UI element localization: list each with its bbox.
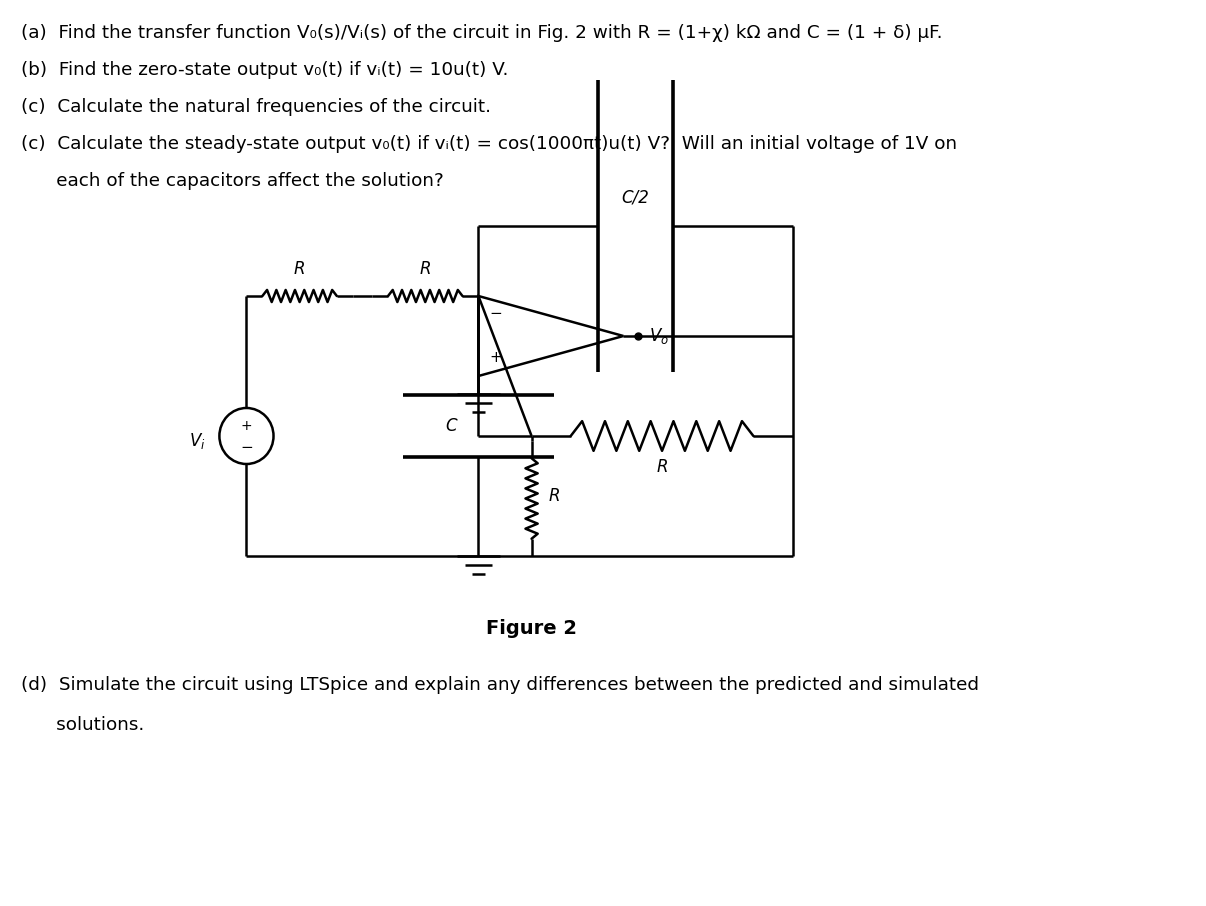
Text: each of the capacitors affect the solution?: each of the capacitors affect the soluti… <box>22 172 444 190</box>
Text: solutions.: solutions. <box>22 716 145 734</box>
Text: $V_i$: $V_i$ <box>189 431 206 451</box>
Text: C/2: C/2 <box>621 188 649 206</box>
Text: −: − <box>240 439 253 455</box>
Text: (d)  Simulate the circuit using LTSpice and explain any differences between the : (d) Simulate the circuit using LTSpice a… <box>22 676 979 694</box>
Text: +: + <box>490 351 502 365</box>
Text: (a)  Find the transfer function V₀(s)/Vᵢ(s) of the circuit in Fig. 2 with R = (1: (a) Find the transfer function V₀(s)/Vᵢ(… <box>22 24 943 42</box>
Text: R: R <box>420 260 431 278</box>
Text: Figure 2: Figure 2 <box>486 619 578 638</box>
Text: (b)  Find the zero-state output v₀(t) if vᵢ(t) = 10u(t) V.: (b) Find the zero-state output v₀(t) if … <box>22 61 509 79</box>
Text: R: R <box>656 458 668 476</box>
Text: $V_o$: $V_o$ <box>650 326 669 346</box>
Text: R: R <box>549 487 561 505</box>
Text: C: C <box>445 417 457 435</box>
Text: R: R <box>294 260 305 278</box>
Text: −: − <box>490 306 502 322</box>
Text: +: + <box>241 419 252 433</box>
Text: (c)  Calculate the natural frequencies of the circuit.: (c) Calculate the natural frequencies of… <box>22 98 491 116</box>
Text: (c)  Calculate the steady-state output v₀(t) if vᵢ(t) = cos(1000πt)u(t) V?  Will: (c) Calculate the steady-state output v₀… <box>22 135 958 153</box>
